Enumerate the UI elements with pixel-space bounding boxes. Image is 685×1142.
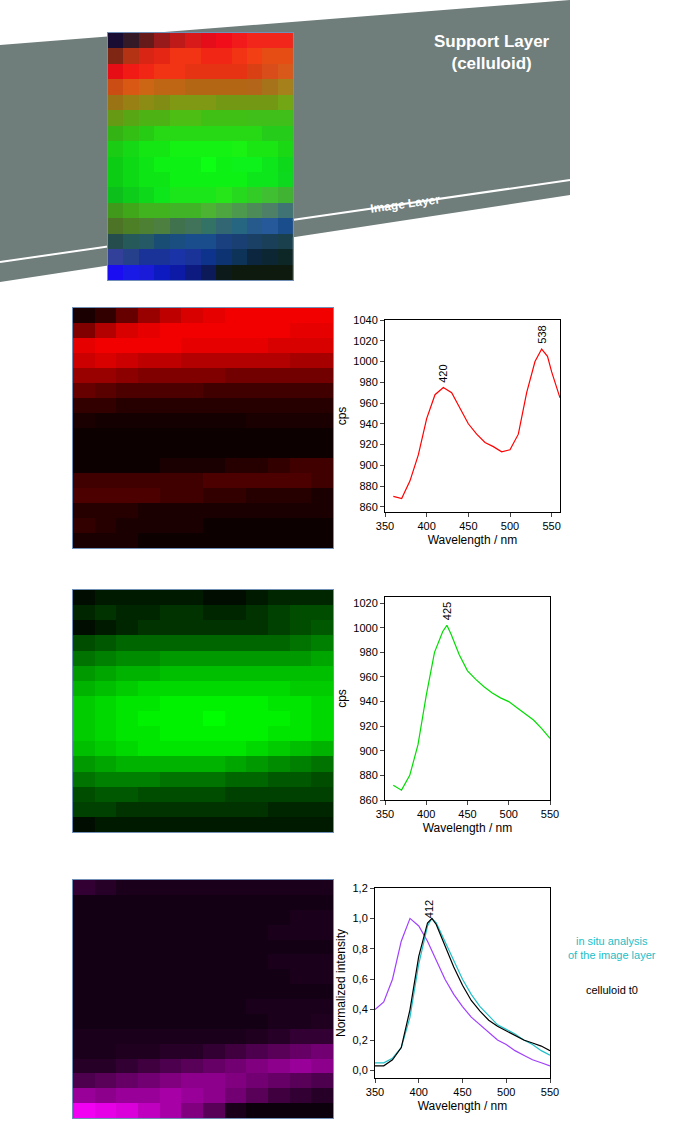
svg-text:0,4: 0,4 bbox=[353, 1003, 368, 1015]
svg-text:940: 940 bbox=[359, 418, 377, 430]
svg-text:1000: 1000 bbox=[353, 622, 377, 634]
svg-text:1,0: 1,0 bbox=[353, 912, 368, 924]
svg-text:920: 920 bbox=[359, 438, 377, 450]
svg-text:920: 920 bbox=[359, 720, 377, 732]
svg-text:538: 538 bbox=[536, 325, 548, 343]
svg-text:0,0: 0,0 bbox=[353, 1064, 368, 1076]
svg-text:0,6: 0,6 bbox=[353, 973, 368, 985]
svg-text:960: 960 bbox=[359, 671, 377, 683]
svg-text:900: 900 bbox=[359, 745, 377, 757]
svg-text:cps: cps bbox=[335, 407, 349, 426]
svg-text:960: 960 bbox=[359, 397, 377, 409]
svg-text:Wavelength / nm: Wavelength / nm bbox=[418, 1099, 508, 1113]
svg-text:400: 400 bbox=[410, 1086, 428, 1098]
svg-text:400: 400 bbox=[417, 520, 435, 532]
svg-text:425: 425 bbox=[441, 602, 453, 620]
svg-text:980: 980 bbox=[359, 646, 377, 658]
svg-text:Wavelength / nm: Wavelength / nm bbox=[428, 533, 518, 547]
svg-text:450: 450 bbox=[458, 808, 476, 820]
svg-text:900: 900 bbox=[359, 459, 377, 471]
svg-text:350: 350 bbox=[376, 808, 394, 820]
svg-text:400: 400 bbox=[417, 808, 435, 820]
svg-text:880: 880 bbox=[359, 769, 377, 781]
svg-text:500: 500 bbox=[500, 808, 518, 820]
svg-text:cps: cps bbox=[335, 689, 349, 708]
svg-text:350: 350 bbox=[366, 1086, 384, 1098]
svg-text:860: 860 bbox=[359, 501, 377, 513]
svg-text:Normalized intensity: Normalized intensity bbox=[334, 929, 348, 1037]
svg-text:412: 412 bbox=[423, 900, 435, 918]
svg-text:860: 860 bbox=[359, 794, 377, 806]
svg-text:350: 350 bbox=[376, 520, 394, 532]
svg-text:550: 550 bbox=[541, 1086, 559, 1098]
svg-text:880: 880 bbox=[359, 480, 377, 492]
svg-text:980: 980 bbox=[359, 376, 377, 388]
svg-text:celluloid t0: celluloid t0 bbox=[586, 984, 638, 996]
svg-text:1000: 1000 bbox=[353, 355, 377, 367]
svg-text:0,8: 0,8 bbox=[353, 943, 368, 955]
svg-text:1020: 1020 bbox=[353, 335, 377, 347]
svg-text:940: 940 bbox=[359, 695, 377, 707]
svg-text:500: 500 bbox=[497, 1086, 515, 1098]
svg-text:500: 500 bbox=[501, 520, 519, 532]
svg-text:1040: 1040 bbox=[353, 314, 377, 326]
svg-text:1020: 1020 bbox=[353, 597, 377, 609]
svg-text:Wavelength / nm: Wavelength / nm bbox=[423, 821, 513, 835]
svg-text:450: 450 bbox=[459, 520, 477, 532]
svg-text:1,2: 1,2 bbox=[353, 882, 368, 894]
svg-text:550: 550 bbox=[542, 520, 560, 532]
svg-text:Support Layer(celluloid): Support Layer(celluloid) bbox=[434, 32, 550, 73]
svg-text:Image Layer: Image Layer bbox=[369, 192, 441, 216]
svg-text:550: 550 bbox=[541, 808, 559, 820]
svg-text:450: 450 bbox=[453, 1086, 471, 1098]
svg-text:420: 420 bbox=[437, 364, 449, 382]
svg-text:in situ analysisof the image l: in situ analysisof the image layer bbox=[568, 935, 656, 961]
svg-text:0,2: 0,2 bbox=[353, 1034, 368, 1046]
